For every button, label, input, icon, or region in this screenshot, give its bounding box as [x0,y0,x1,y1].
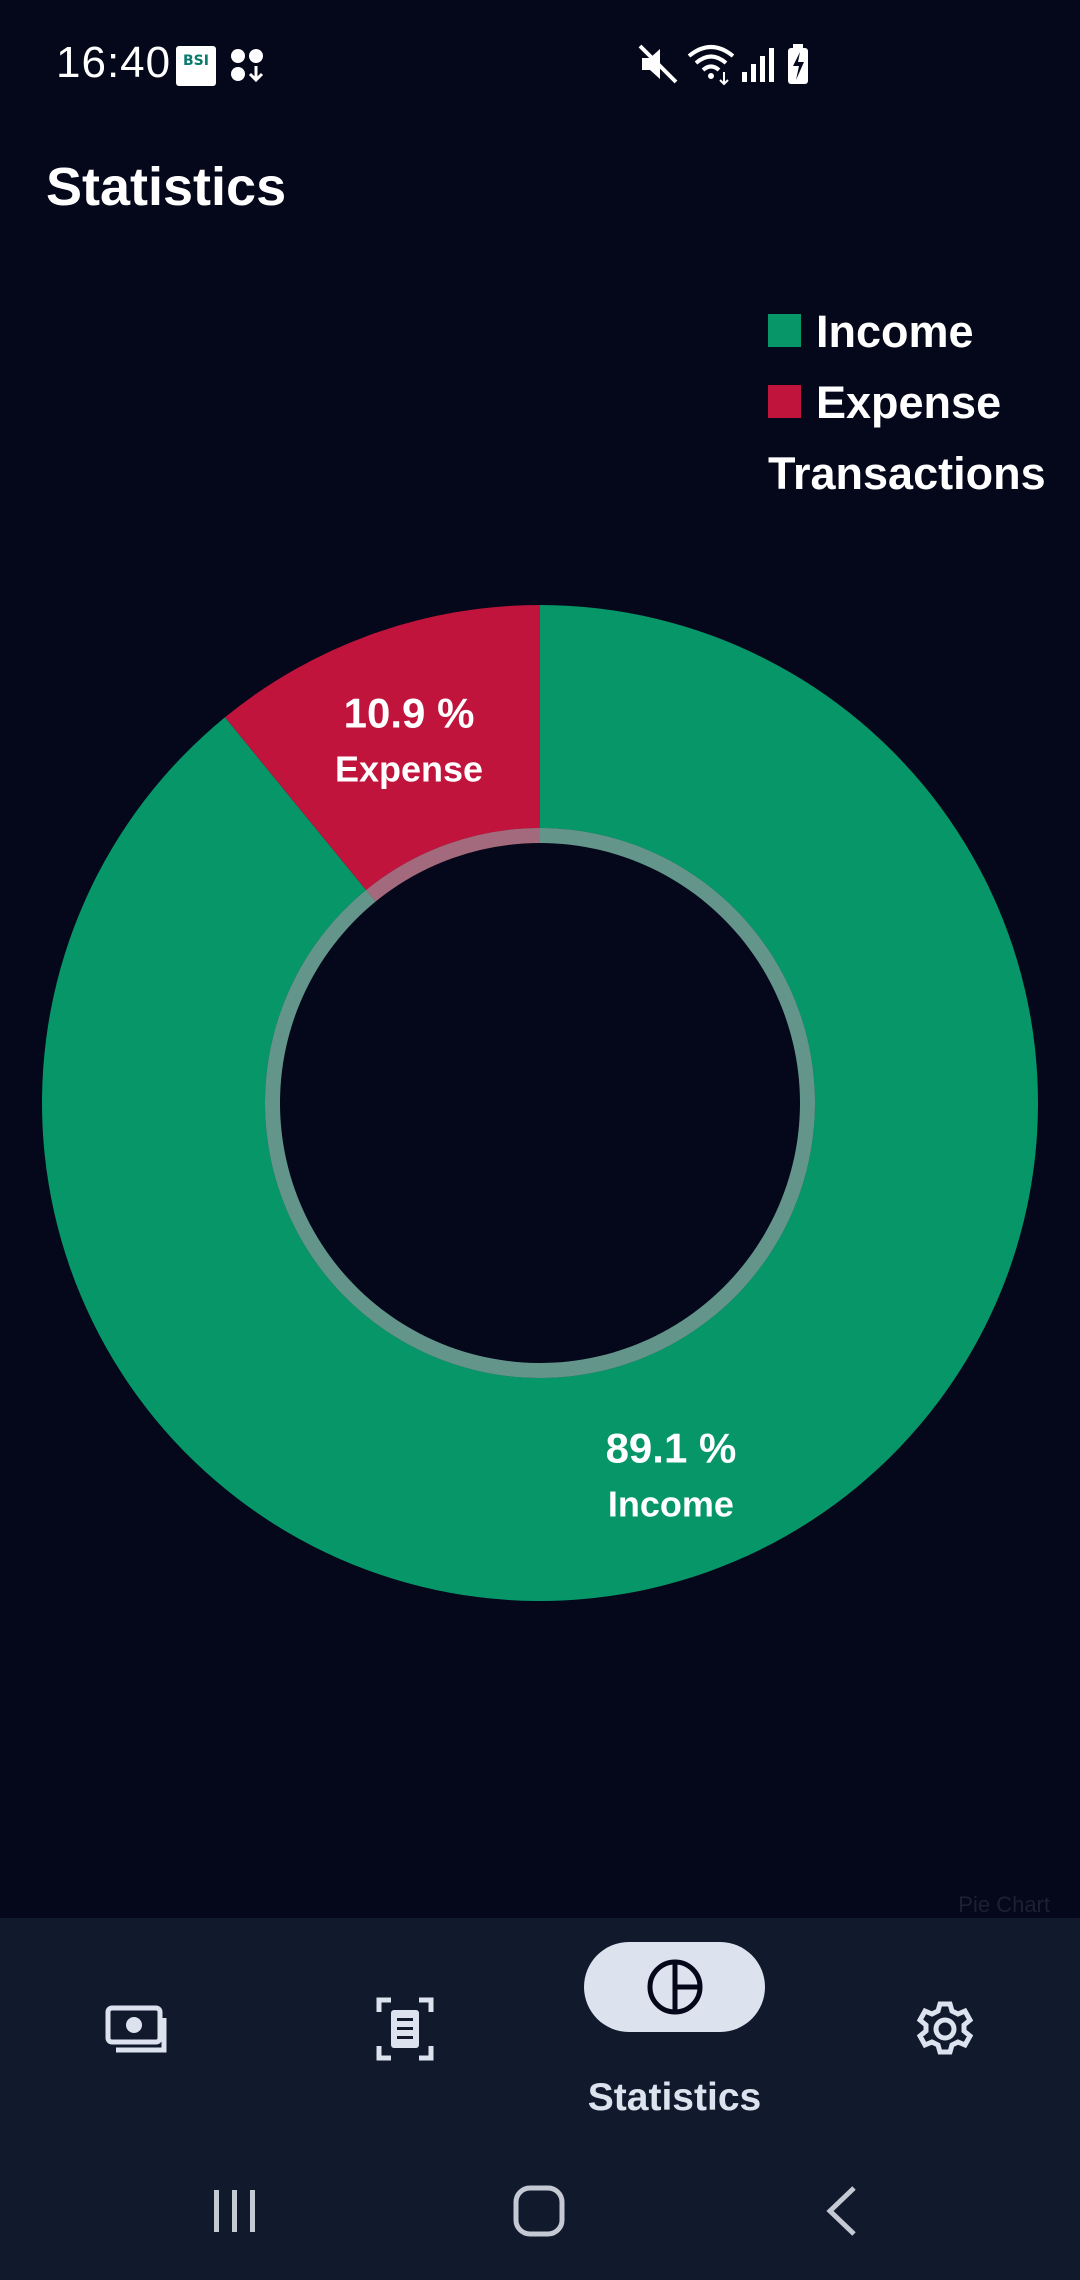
legend-caption: Transactions [768,448,1046,499]
pie-chart: 89.1 % Income 10.9 % Expense [42,605,1038,1601]
bsi-badge-text: BSI [183,53,209,69]
nav-item-scan[interactable] [330,1918,480,2138]
status-time: 16:40 [56,38,172,87]
recent-apps-icon[interactable] [210,2186,260,2236]
money-icon [105,2005,167,2053]
data-label-expense-percent: 10.9 % [344,690,475,737]
battery-charging-icon [788,44,808,84]
pie-slice-income[interactable] [42,605,1038,1601]
pie-chart-icon [647,1959,703,2015]
pie-ring-highlight-expense [366,828,540,902]
legend-swatch-income [768,314,801,347]
chart-watermark: Pie Chart [958,1892,1050,1917]
status-bar: 16:40 BSI [0,0,1080,130]
notification-dots-icon [231,49,264,83]
pie-ring-expense [366,828,540,902]
legend-item-expense: Expense [768,377,1068,448]
mute-icon [638,44,678,84]
bsi-app-notification-icon: BSI [176,46,216,86]
nav-item-statistics[interactable]: Statistics [584,1918,765,2138]
data-label-income-percent: 89.1 % [606,1424,737,1471]
receipt-scan-icon [376,1997,434,2061]
bottom-navigation: Statistics [0,1918,1080,2280]
data-label-expense-name: Expense [335,749,483,790]
pie-ring-highlight-income [265,828,815,1378]
chart-legend: Income Expense Transactions [768,306,1068,499]
home-icon[interactable] [512,2184,566,2238]
legend-swatch-expense [768,385,801,418]
data-label-income-name: Income [608,1483,734,1524]
legend-item-income: Income [768,306,1068,377]
nav-label-statistics: Statistics [587,2076,762,2119]
gear-icon [916,2001,974,2055]
signal-icon [742,48,774,82]
nav-item-settings[interactable] [870,1918,1020,2138]
wifi-icon [687,45,735,86]
back-icon[interactable] [822,2184,862,2238]
pie-slice-expense[interactable] [224,605,541,891]
legend-label-expense: Expense [816,377,1002,428]
nav-item-transactions[interactable] [60,1918,210,2138]
page-title: Statistics [46,157,287,217]
legend-label-income: Income [816,306,974,357]
system-navigation-bar [0,2150,1080,2280]
